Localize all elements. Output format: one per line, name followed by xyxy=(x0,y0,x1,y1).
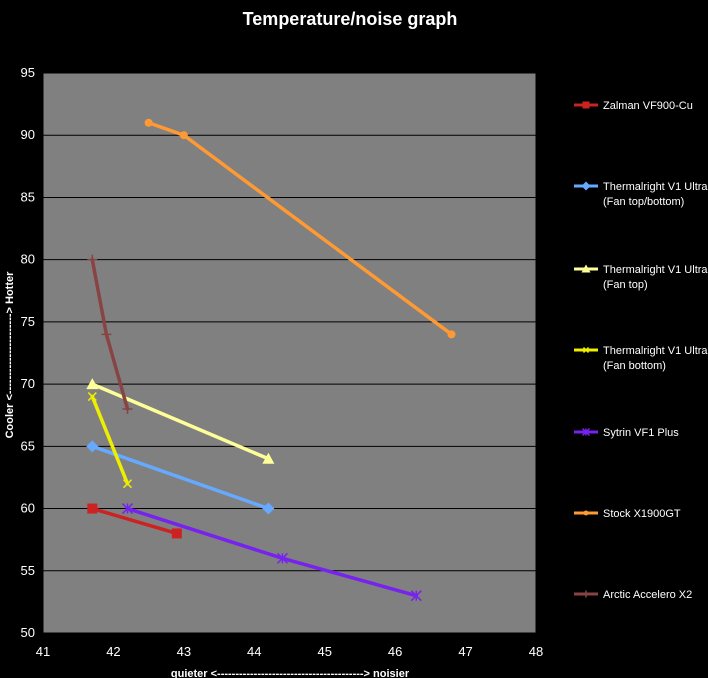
data-point xyxy=(121,503,134,515)
x-tick-label: 48 xyxy=(529,644,543,659)
legend-label: Thermalright V1 Ultra (Fan top) xyxy=(603,264,708,291)
series-6 xyxy=(87,254,133,414)
y-tick-label: 55 xyxy=(21,563,35,578)
legend-label: Stock X1900GT xyxy=(603,508,681,520)
x-tick-label: 44 xyxy=(247,644,261,659)
legend-item: Sytrin VF1 Plus xyxy=(574,427,679,439)
x-tick-label: 47 xyxy=(458,644,472,659)
data-point xyxy=(410,590,422,602)
x-tick-label: 46 xyxy=(388,644,402,659)
x-tick-label: 45 xyxy=(317,644,331,659)
y-tick-label: 90 xyxy=(21,127,35,142)
y-axis-ticks: 50 55 60 65 70 75 80 85 90 95 xyxy=(21,65,35,640)
legend-label: Arctic Accelero X2 xyxy=(603,589,692,601)
data-point xyxy=(122,479,133,489)
y-axis-label: Cooler <----------------------> Hotter xyxy=(4,271,16,438)
legend-marker xyxy=(581,181,591,191)
legend-item: Stock X1900GT xyxy=(574,508,681,520)
series-3 xyxy=(87,392,133,489)
y-tick-label: 75 xyxy=(21,314,35,329)
chart-title: Temperature/noise graph xyxy=(243,9,458,29)
data-point xyxy=(86,378,99,390)
data-point xyxy=(87,503,98,514)
y-tick-label: 85 xyxy=(21,189,35,204)
x-tick-label: 41 xyxy=(36,644,50,659)
legend-label: Thermalright V1 Ultra (Fan top/bottom) xyxy=(603,181,708,208)
series-line xyxy=(90,444,271,511)
legend-item: Thermalright V1 Ultra (Fan top/bottom) xyxy=(574,181,708,208)
gridlines xyxy=(42,72,537,634)
x-tick-label: 43 xyxy=(177,644,191,659)
legend-marker xyxy=(582,101,590,109)
data-point xyxy=(447,330,456,339)
series-2 xyxy=(86,378,275,464)
y-tick-label: 50 xyxy=(21,625,35,640)
legend-label: Zalman VF900-Cu xyxy=(603,100,693,112)
plot-border xyxy=(42,72,537,634)
y-tick-label: 80 xyxy=(21,252,35,267)
series-layer xyxy=(86,118,456,602)
series-4 xyxy=(121,503,422,602)
data-point xyxy=(262,502,275,515)
series-1 xyxy=(86,440,275,515)
plot-area xyxy=(43,73,536,633)
legend-marker xyxy=(582,590,590,598)
x-tick-label: 42 xyxy=(106,644,120,659)
y-tick-label: 65 xyxy=(21,438,35,453)
legend-marker xyxy=(582,346,590,354)
series-line xyxy=(90,394,130,486)
data-point xyxy=(87,254,98,265)
data-point xyxy=(276,552,288,564)
legend-item: Thermalright V1 Ultra (Fan bottom) xyxy=(574,345,708,372)
x-axis-label: quieter <-------------------------------… xyxy=(171,668,410,678)
legend-item: Thermalright V1 Ultra (Fan top) xyxy=(574,264,708,291)
y-tick-label: 60 xyxy=(21,501,35,516)
data-point xyxy=(179,131,188,140)
legend: Zalman VF900-Cu Thermalright V1 Ultra (Fan… xyxy=(574,100,708,601)
series-5 xyxy=(144,118,456,339)
y-tick-label: 95 xyxy=(21,65,35,80)
legend-marker xyxy=(581,264,591,273)
series-0 xyxy=(87,503,182,539)
legend-marker xyxy=(583,510,589,516)
data-point xyxy=(122,404,133,414)
legend-label: Sytrin VF1 Plus xyxy=(603,427,679,439)
legend-item: Arctic Accelero X2 xyxy=(574,589,692,601)
x-axis-ticks: 41 42 43 44 45 46 47 48 xyxy=(36,644,543,659)
series-line xyxy=(90,382,271,461)
legend-marker xyxy=(581,427,591,437)
data-point xyxy=(101,329,112,340)
data-point xyxy=(87,392,97,402)
legend-label: Thermalright V1 Ultra (Fan bottom) xyxy=(603,345,708,372)
legend-item: Zalman VF900-Cu xyxy=(574,100,693,112)
data-point xyxy=(262,452,275,464)
y-tick-label: 70 xyxy=(21,376,35,391)
series-line xyxy=(90,506,179,536)
data-point xyxy=(86,440,99,453)
data-point xyxy=(171,528,182,539)
data-point xyxy=(144,118,153,127)
